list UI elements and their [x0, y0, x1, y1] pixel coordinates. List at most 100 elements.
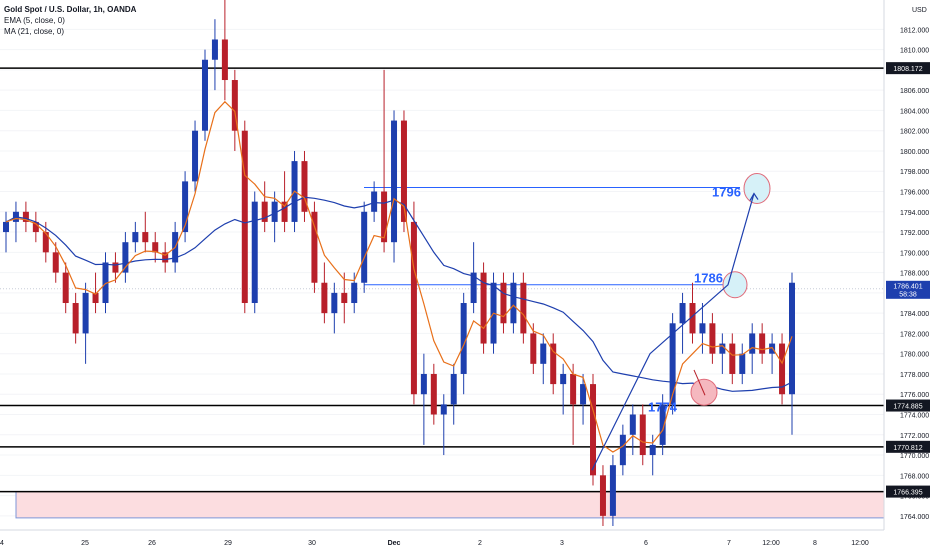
candle	[769, 333, 776, 374]
y-tick-label: 1802.000	[900, 129, 929, 136]
entry-arrow	[693, 369, 706, 396]
candle-body	[639, 414, 646, 456]
candle-body	[231, 80, 238, 131]
x-tick-label: 26	[148, 540, 156, 547]
target-circle-1796	[743, 172, 771, 204]
candle-body	[530, 333, 537, 364]
candle	[749, 323, 756, 374]
level-lines	[0, 67, 884, 493]
ma-legend: MA (21, close, 0)	[4, 27, 65, 36]
y-tick-label: 1810.000	[900, 48, 929, 55]
candle-body	[301, 161, 308, 212]
y-tick-label: 1776.000	[900, 392, 929, 399]
candle	[580, 373, 587, 425]
candle	[371, 181, 378, 222]
candle-body	[480, 272, 487, 344]
label-1786: 1786	[694, 271, 723, 286]
y-tick-label: 1804.000	[900, 108, 929, 115]
candle-body	[679, 303, 686, 324]
candle-body	[331, 292, 338, 314]
candle-body	[470, 272, 477, 304]
candle-body	[550, 343, 557, 385]
candle	[132, 221, 139, 253]
candle-body	[162, 252, 169, 263]
candle	[22, 201, 29, 233]
level-label-bg	[886, 440, 930, 453]
x-tick-label: 12:00	[851, 540, 869, 547]
candle	[271, 191, 278, 243]
projection-arrow	[591, 193, 755, 471]
time-axis: 4 25 26 29 30 Dec 2 3 6 7 12:00 8 12:00	[0, 540, 869, 547]
x-tick-label: 25	[81, 540, 89, 547]
candle-body	[92, 292, 99, 304]
candle-body	[351, 282, 358, 304]
candle	[381, 69, 388, 253]
y-tick-label: 1770.000	[900, 453, 929, 460]
candle	[391, 110, 398, 263]
candle	[3, 211, 9, 253]
candle-body	[182, 181, 189, 233]
candle	[72, 292, 79, 344]
x-tick-label: 3	[560, 540, 564, 547]
candle-body	[629, 414, 636, 435]
candle	[122, 232, 129, 283]
currency-label: USD	[912, 7, 927, 14]
candle-body	[560, 373, 567, 385]
x-tick-label: 8	[813, 540, 817, 547]
candle	[142, 211, 149, 253]
y-tick-label: 1782.000	[900, 331, 929, 338]
y-tick-label: 1806.000	[900, 88, 929, 95]
candle-body	[52, 252, 59, 273]
candles	[3, 0, 795, 526]
x-tick-label: 30	[308, 540, 316, 547]
candle-body	[729, 343, 736, 374]
candle-body	[500, 282, 507, 324]
candle	[470, 242, 477, 314]
symbol-title: Gold Spot / U.S. Dollar, 1h, OANDA	[4, 5, 137, 14]
candle	[759, 323, 766, 364]
candle-body	[22, 211, 29, 222]
candle	[480, 262, 487, 354]
candle	[540, 333, 547, 385]
candle	[450, 363, 457, 425]
y-tick-label: 1790.000	[900, 250, 929, 257]
y-tick-label: 1774.000	[900, 413, 929, 420]
x-tick-label: 4	[0, 540, 4, 547]
candle-body	[241, 130, 248, 304]
candle	[162, 242, 169, 273]
candle-body	[152, 242, 159, 253]
candle-body	[749, 333, 756, 354]
support-zone	[15, 491, 885, 519]
candle-body	[789, 282, 795, 395]
candle-body	[381, 191, 388, 243]
candle	[281, 171, 288, 233]
candle-body	[450, 373, 457, 405]
candle	[659, 394, 666, 456]
y-tick-label: 1764.000	[900, 514, 929, 521]
candle	[351, 272, 358, 314]
candle-body	[321, 282, 328, 314]
candle-body	[619, 434, 626, 466]
candle-body	[570, 373, 577, 405]
candle	[152, 232, 159, 263]
candle-body	[599, 475, 606, 516]
candle	[520, 272, 527, 344]
candle-body	[361, 211, 368, 283]
x-tick-label: 2	[478, 540, 482, 547]
y-tick-label: 1800.000	[900, 149, 929, 156]
candle	[550, 333, 557, 395]
candle-body	[400, 120, 407, 222]
candle	[789, 272, 795, 435]
candle-body	[42, 232, 49, 253]
candle-body	[341, 292, 348, 304]
y-tick-label: 1794.000	[900, 210, 929, 217]
candle-body	[609, 465, 616, 516]
candle-body	[3, 221, 9, 233]
x-tick-label: 29	[224, 540, 232, 547]
label-1774: 1774	[648, 399, 678, 414]
candle	[599, 465, 606, 526]
candle-body	[420, 373, 427, 395]
candle	[510, 272, 517, 334]
chart-legend: Gold Spot / U.S. Dollar, 1h, OANDA EMA (…	[4, 4, 136, 37]
